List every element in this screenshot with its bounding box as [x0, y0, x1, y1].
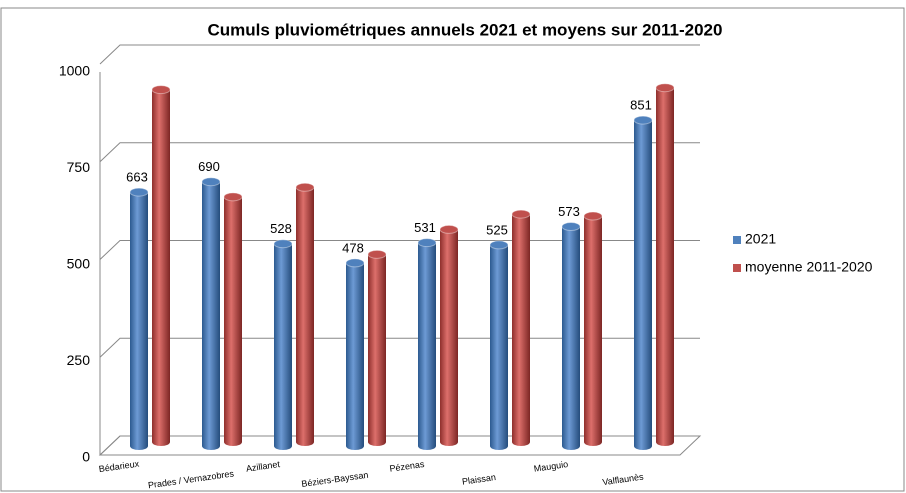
bar [296, 187, 314, 446]
bar-top [345, 258, 365, 268]
x-tick-label: Pézenas [389, 459, 426, 474]
grid-line [99, 240, 700, 260]
bar [346, 262, 364, 450]
bar [656, 87, 674, 446]
value-label: 573 [558, 204, 580, 219]
bar [368, 254, 386, 446]
bar-top [417, 238, 437, 248]
x-tick-label: Azillanet [245, 459, 281, 474]
value-label: 478 [342, 240, 364, 255]
bar-top [655, 83, 675, 93]
bar [202, 181, 220, 451]
bar [224, 196, 242, 446]
bar-top [223, 192, 243, 202]
bar [130, 192, 148, 451]
y-tick-label: 1000 [59, 63, 90, 79]
bar-top [489, 240, 509, 250]
value-label: 663 [126, 170, 148, 185]
bar-top [633, 115, 653, 125]
bar-top [201, 177, 221, 187]
bar [274, 243, 292, 450]
value-label: 531 [414, 220, 436, 235]
legend-label: moyenne 2011-2020 [745, 259, 873, 275]
bar-top [583, 211, 603, 221]
y-tick-label: 0 [82, 449, 90, 465]
y-tick-label: 750 [67, 159, 91, 175]
bar-top [151, 85, 171, 95]
bar [440, 229, 458, 446]
y-tick-label: 250 [67, 352, 91, 368]
bar [152, 89, 170, 446]
bar [634, 120, 652, 450]
bar [562, 226, 580, 450]
value-label: 690 [198, 159, 220, 174]
bar [490, 244, 508, 450]
x-tick-label: Mauguio [533, 459, 569, 474]
value-label: 525 [486, 222, 508, 237]
bar-top [295, 182, 315, 192]
bar-top [511, 209, 531, 219]
value-label: 851 [630, 98, 652, 113]
legend-label: 2021 [745, 231, 776, 247]
bar [512, 214, 530, 446]
grid-line [99, 44, 700, 65]
value-label: 528 [270, 221, 292, 236]
legend-swatch [733, 264, 741, 272]
bar-top [561, 222, 581, 232]
grid-line [99, 142, 700, 163]
bar [584, 216, 602, 446]
x-tick-label: Plaissan [461, 472, 496, 487]
bar-top [439, 224, 459, 234]
bar-top [273, 239, 293, 249]
bar-top [367, 249, 387, 259]
chart-title: Cumuls pluviométriques annuels 2021 et m… [208, 20, 723, 39]
bar [418, 242, 436, 450]
legend-swatch [733, 236, 741, 244]
bar-top [129, 187, 149, 197]
y-tick-label: 500 [67, 256, 91, 272]
